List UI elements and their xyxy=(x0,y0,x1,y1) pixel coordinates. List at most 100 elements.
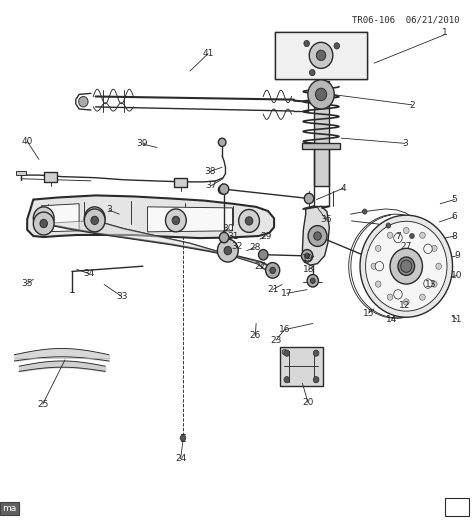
Circle shape xyxy=(387,232,393,239)
Circle shape xyxy=(375,262,383,271)
Text: 5: 5 xyxy=(452,195,457,204)
Circle shape xyxy=(307,275,319,287)
Circle shape xyxy=(309,42,333,68)
Text: 25: 25 xyxy=(37,400,48,409)
Circle shape xyxy=(431,245,437,252)
Circle shape xyxy=(362,209,367,214)
Text: 36: 36 xyxy=(320,215,332,224)
Text: 31: 31 xyxy=(228,232,239,241)
Bar xyxy=(302,143,340,149)
Circle shape xyxy=(316,50,326,61)
Circle shape xyxy=(258,250,268,260)
Circle shape xyxy=(365,221,447,311)
Text: 27: 27 xyxy=(401,242,412,251)
Circle shape xyxy=(310,278,315,283)
Circle shape xyxy=(394,290,402,299)
Text: 14: 14 xyxy=(386,315,398,324)
Circle shape xyxy=(40,219,47,228)
Circle shape xyxy=(371,263,377,269)
Circle shape xyxy=(305,253,310,258)
Circle shape xyxy=(313,376,319,383)
Text: 3: 3 xyxy=(106,206,112,215)
Text: 8: 8 xyxy=(452,232,457,241)
Circle shape xyxy=(239,209,259,232)
Circle shape xyxy=(218,239,238,262)
Polygon shape xyxy=(302,206,329,265)
Text: ma: ma xyxy=(2,504,17,513)
Text: 13: 13 xyxy=(425,280,437,289)
Circle shape xyxy=(84,207,105,230)
Circle shape xyxy=(245,217,253,225)
Circle shape xyxy=(219,232,229,243)
Text: 6: 6 xyxy=(452,212,457,221)
Circle shape xyxy=(419,232,425,239)
Circle shape xyxy=(301,250,313,262)
Text: 39: 39 xyxy=(136,139,147,148)
Circle shape xyxy=(403,299,409,305)
Text: 11: 11 xyxy=(451,315,463,324)
Circle shape xyxy=(172,216,180,224)
Text: 17: 17 xyxy=(281,289,292,298)
Polygon shape xyxy=(44,220,273,271)
Circle shape xyxy=(314,232,321,240)
Circle shape xyxy=(315,88,327,101)
Text: 28: 28 xyxy=(249,243,261,252)
Circle shape xyxy=(410,233,414,239)
Circle shape xyxy=(386,223,391,228)
Text: TR06-106  06/21/2010: TR06-106 06/21/2010 xyxy=(352,15,459,24)
Circle shape xyxy=(313,350,319,357)
Circle shape xyxy=(308,226,327,246)
Circle shape xyxy=(398,257,415,276)
Text: 10: 10 xyxy=(451,271,463,280)
Circle shape xyxy=(91,216,99,224)
Circle shape xyxy=(84,209,105,232)
Text: 12: 12 xyxy=(399,301,410,310)
Circle shape xyxy=(394,233,402,243)
Circle shape xyxy=(304,40,310,46)
Polygon shape xyxy=(27,195,274,238)
Bar xyxy=(445,498,469,516)
Circle shape xyxy=(91,214,99,222)
Circle shape xyxy=(282,350,287,355)
Polygon shape xyxy=(41,204,79,232)
Circle shape xyxy=(33,207,54,230)
Polygon shape xyxy=(313,81,328,185)
Text: 33: 33 xyxy=(116,292,128,301)
Text: 40: 40 xyxy=(21,137,33,146)
Circle shape xyxy=(403,228,409,234)
Text: 18: 18 xyxy=(303,265,315,274)
Circle shape xyxy=(419,294,425,300)
Text: 24: 24 xyxy=(175,454,186,464)
Circle shape xyxy=(165,209,186,232)
Text: 22: 22 xyxy=(254,262,265,271)
Circle shape xyxy=(310,69,315,76)
Circle shape xyxy=(431,281,437,287)
Bar xyxy=(275,32,367,79)
Text: 34: 34 xyxy=(83,269,94,278)
Circle shape xyxy=(436,263,441,269)
Circle shape xyxy=(79,97,88,107)
Text: 3: 3 xyxy=(402,139,408,148)
Circle shape xyxy=(224,246,232,255)
Text: 9: 9 xyxy=(454,251,460,260)
Circle shape xyxy=(33,212,54,235)
Circle shape xyxy=(360,215,453,317)
Circle shape xyxy=(387,294,393,300)
Text: 41: 41 xyxy=(202,49,214,58)
Bar xyxy=(16,171,26,175)
Circle shape xyxy=(284,376,290,383)
Text: 2: 2 xyxy=(409,101,415,110)
Bar xyxy=(44,172,57,182)
Text: 7: 7 xyxy=(395,232,401,241)
Circle shape xyxy=(424,244,432,254)
Circle shape xyxy=(219,185,226,194)
Circle shape xyxy=(308,80,334,109)
Text: 21: 21 xyxy=(267,285,278,294)
Text: 23: 23 xyxy=(270,336,282,345)
Circle shape xyxy=(401,260,412,272)
Text: 20: 20 xyxy=(302,398,314,407)
Circle shape xyxy=(334,43,340,49)
Text: 37: 37 xyxy=(206,181,217,190)
Circle shape xyxy=(375,281,381,287)
Text: 32: 32 xyxy=(232,242,243,251)
